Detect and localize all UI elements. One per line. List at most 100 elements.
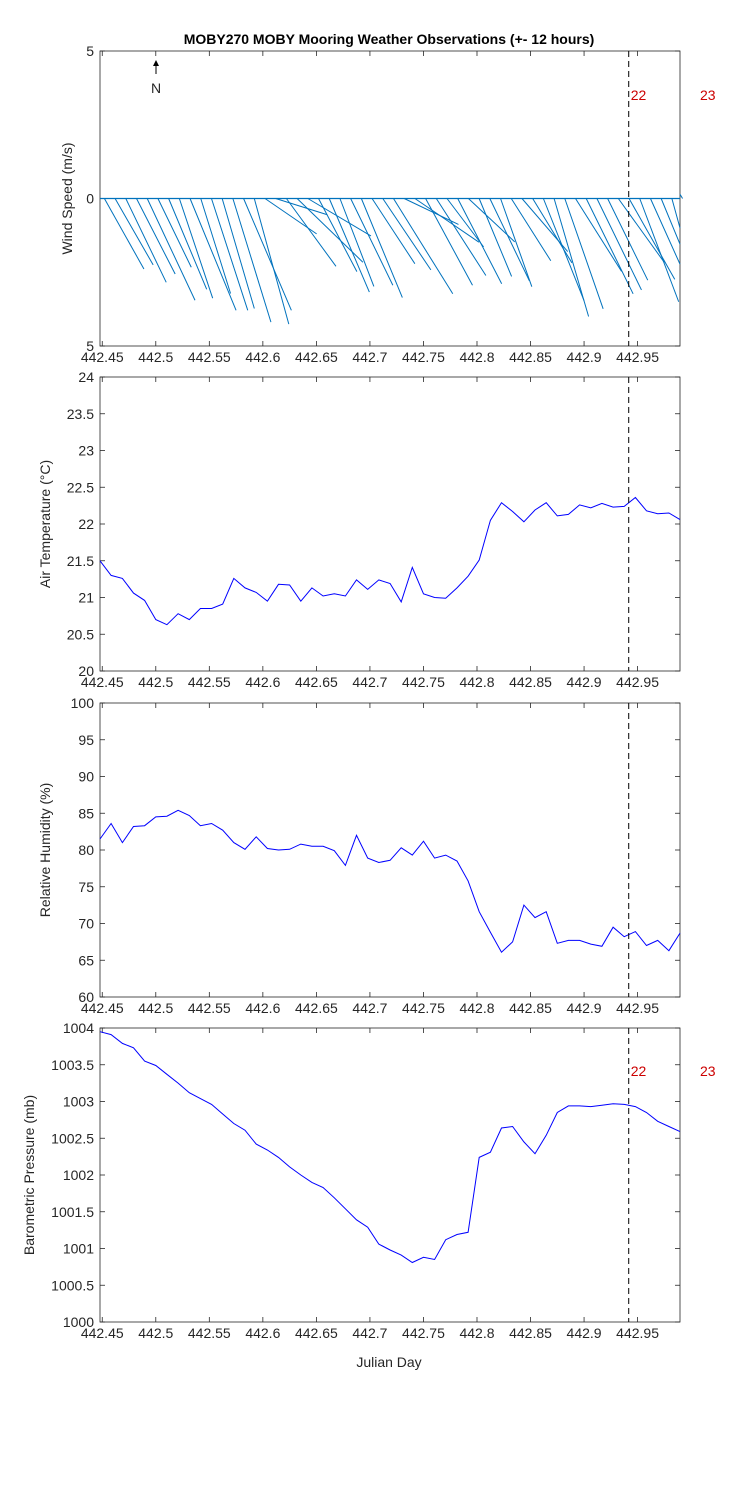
wind-stick xyxy=(200,198,232,294)
figure-title: MOBY270 MOBY Mooring Weather Observation… xyxy=(184,31,595,47)
x-tick-label: 442.8 xyxy=(459,674,494,690)
y-tick-label: 1003 xyxy=(63,1094,94,1110)
y-axis-label: Wind Speed (m/s) xyxy=(59,142,75,254)
wind-stick xyxy=(500,198,533,287)
x-tick-label: 442.6 xyxy=(245,1000,280,1016)
day-label: 22 xyxy=(631,1063,647,1079)
x-tick-label: 442.7 xyxy=(352,1325,387,1341)
wind-stick xyxy=(585,198,634,295)
y-tick-label: 23 xyxy=(78,443,94,459)
x-tick-label: 442.55 xyxy=(188,674,231,690)
panel-air_temperature: 20 20.5 21 21.5 22 22.5 23 23.5 24 442.45 442.5 442… xyxy=(37,369,681,690)
wind-stick xyxy=(307,198,372,237)
x-tick-label: 442.95 xyxy=(616,1325,659,1341)
y-tick-label: 20 xyxy=(78,663,94,679)
wind-stick xyxy=(243,198,292,311)
y-tick-label: 23.5 xyxy=(67,406,94,422)
x-tick-label: 442.75 xyxy=(402,674,445,690)
y-axis-label: Relative Humidity (%) xyxy=(37,783,53,918)
y-tick-label: 24 xyxy=(78,369,94,385)
wind-stick xyxy=(393,198,454,295)
y-tick-label: 20.5 xyxy=(67,626,94,642)
wind-stick xyxy=(146,198,196,301)
panel-barometric_pressure: 1000 1000.5 1001 1001.5 1002 1002.5 1003 1003.5… xyxy=(21,1020,716,1341)
y-tick-label: 21.5 xyxy=(67,553,94,569)
x-tick-label: 442.45 xyxy=(81,1325,124,1341)
wind-stick xyxy=(542,198,585,302)
x-tick-label: 442.55 xyxy=(188,1000,231,1016)
wind-stick xyxy=(446,198,484,248)
wind-stick xyxy=(125,198,167,283)
wind-stick xyxy=(382,198,432,271)
wind-stick xyxy=(660,198,681,245)
wind-stick xyxy=(350,198,394,286)
y-tick-label: 21 xyxy=(78,590,94,606)
x-tick-label: 442.85 xyxy=(509,674,552,690)
wind-stick xyxy=(607,198,649,281)
x-tick-label: 442.5 xyxy=(138,1000,173,1016)
north-label: N xyxy=(151,80,161,96)
x-tick-label: 442.65 xyxy=(295,674,338,690)
wind-stick xyxy=(628,198,676,280)
wind-stick xyxy=(103,198,145,270)
x-tick-label: 442.95 xyxy=(616,674,659,690)
x-tick-label: 442.65 xyxy=(295,1325,338,1341)
wind-stick xyxy=(553,198,590,317)
wind-stick xyxy=(425,198,473,286)
x-tick-label: 442.9 xyxy=(567,349,602,365)
x-tick-label: 442.45 xyxy=(81,674,124,690)
wind-stick xyxy=(435,198,487,276)
day-label: 23 xyxy=(700,87,716,103)
y-tick-label: 65 xyxy=(78,952,94,968)
wind-stick xyxy=(328,198,370,293)
x-tick-label: 442.6 xyxy=(245,1325,280,1341)
wind-stick xyxy=(478,198,513,277)
x-tick-label: 442.55 xyxy=(188,349,231,365)
wind-stick xyxy=(318,198,358,272)
x-axis-label: Julian Day xyxy=(356,1354,421,1370)
y-tick-label: 0 xyxy=(86,191,94,207)
wind-stick xyxy=(157,198,192,268)
y-tick-label: 5 xyxy=(86,43,94,59)
wind-stick xyxy=(275,198,328,216)
y-tick-label: 1003.5 xyxy=(51,1057,94,1073)
x-tick-label: 442.8 xyxy=(459,349,494,365)
wind-stick xyxy=(253,198,290,325)
panel-relative_humidity: 60 65 70 75 80 85 90 95 100 442.45 442.5 442.55 442.… xyxy=(37,695,681,1016)
y-tick-label: 1002 xyxy=(63,1167,94,1183)
x-tick-label: 442.45 xyxy=(81,349,124,365)
wind-stick xyxy=(210,198,249,311)
y-tick-label: 1004 xyxy=(63,1020,94,1036)
y-tick-label: 75 xyxy=(78,879,94,895)
x-tick-label: 442.85 xyxy=(509,1000,552,1016)
wind-stick xyxy=(403,198,459,225)
x-tick-label: 442.75 xyxy=(402,349,445,365)
x-tick-label: 442.45 xyxy=(81,1000,124,1016)
wind-stick xyxy=(671,198,681,229)
series-line xyxy=(99,1031,681,1264)
x-tick-label: 442.75 xyxy=(402,1000,445,1016)
y-tick-label: 5 xyxy=(86,338,94,354)
x-tick-label: 442.55 xyxy=(188,1325,231,1341)
day-label: 22 xyxy=(631,87,647,103)
day-label: 23 xyxy=(700,1063,716,1079)
wind-stick xyxy=(114,198,154,266)
y-tick-label: 100 xyxy=(71,695,95,711)
y-tick-label: 70 xyxy=(78,916,94,932)
x-tick-label: 442.95 xyxy=(616,1000,659,1016)
y-tick-label: 1001 xyxy=(63,1241,94,1257)
y-axis-label: Air Temperature (°C) xyxy=(37,460,53,588)
y-tick-label: 60 xyxy=(78,989,94,1005)
y-tick-label: 90 xyxy=(78,769,94,785)
wind-stick xyxy=(189,198,237,311)
x-tick-label: 442.7 xyxy=(352,349,387,365)
wind-stick xyxy=(532,198,573,264)
wind-stick xyxy=(339,198,375,287)
wind-stick xyxy=(178,198,214,299)
x-tick-label: 442.6 xyxy=(245,349,280,365)
x-tick-label: 442.7 xyxy=(352,674,387,690)
x-tick-label: 442.5 xyxy=(138,349,173,365)
